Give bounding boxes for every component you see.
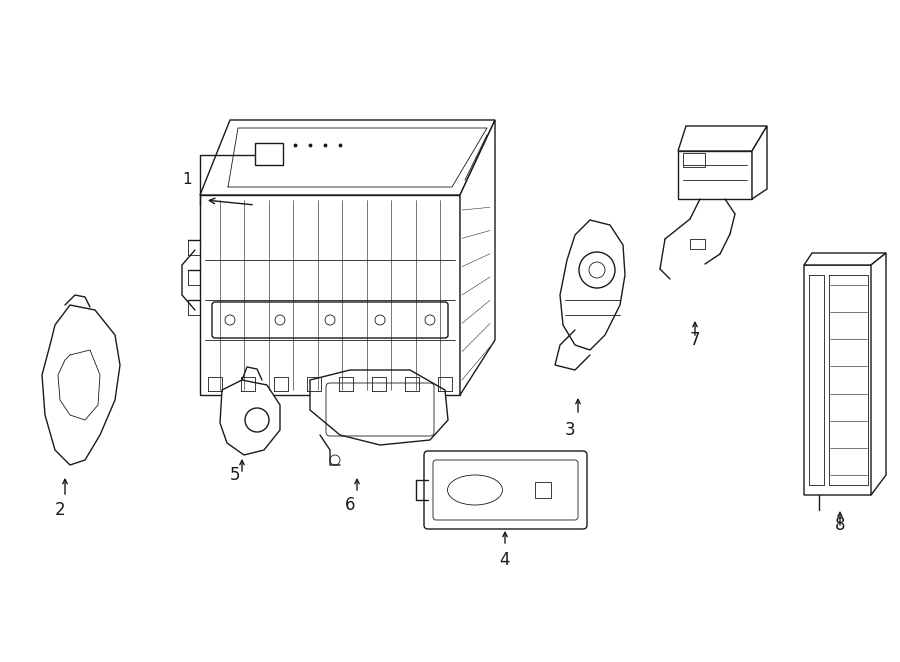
Polygon shape <box>42 305 120 465</box>
Polygon shape <box>752 126 767 199</box>
Bar <box>683 153 705 167</box>
Polygon shape <box>560 220 625 350</box>
Text: 6: 6 <box>345 496 356 514</box>
Text: 4: 4 <box>500 551 510 569</box>
FancyBboxPatch shape <box>424 451 587 529</box>
Text: 5: 5 <box>230 466 240 484</box>
Bar <box>535 482 551 498</box>
Bar <box>690 239 705 249</box>
Text: 8: 8 <box>835 516 845 534</box>
Polygon shape <box>678 151 752 199</box>
Polygon shape <box>200 195 460 395</box>
Polygon shape <box>220 380 280 455</box>
Polygon shape <box>871 253 886 495</box>
Polygon shape <box>310 370 448 445</box>
Text: 2: 2 <box>55 501 66 519</box>
Text: 3: 3 <box>564 421 575 439</box>
Polygon shape <box>460 120 495 395</box>
Bar <box>255 143 283 165</box>
Text: 1: 1 <box>182 173 192 187</box>
Text: 7: 7 <box>689 331 700 349</box>
Polygon shape <box>200 120 495 195</box>
Polygon shape <box>804 253 886 265</box>
Polygon shape <box>804 265 876 495</box>
Polygon shape <box>678 126 767 151</box>
